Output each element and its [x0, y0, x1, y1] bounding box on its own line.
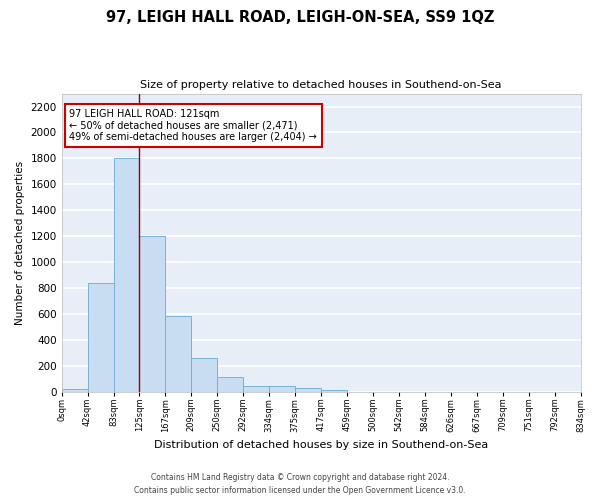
Text: 97, LEIGH HALL ROAD, LEIGH-ON-SEA, SS9 1QZ: 97, LEIGH HALL ROAD, LEIGH-ON-SEA, SS9 1… [106, 10, 494, 25]
Text: Contains HM Land Registry data © Crown copyright and database right 2024.
Contai: Contains HM Land Registry data © Crown c… [134, 474, 466, 495]
Bar [269, 386, 295, 392]
X-axis label: Distribution of detached houses by size in Southend-on-Sea: Distribution of detached houses by size … [154, 440, 488, 450]
Bar [62, 389, 88, 392]
Text: 97 LEIGH HALL ROAD: 121sqm
← 50% of detached houses are smaller (2,471)
49% of s: 97 LEIGH HALL ROAD: 121sqm ← 50% of deta… [70, 109, 317, 142]
Bar [295, 388, 321, 392]
Bar [217, 377, 243, 392]
Title: Size of property relative to detached houses in Southend-on-Sea: Size of property relative to detached ho… [140, 80, 502, 90]
Y-axis label: Number of detached properties: Number of detached properties [15, 161, 25, 325]
Bar [166, 316, 191, 392]
Bar [191, 358, 217, 392]
Bar [88, 283, 113, 392]
Bar [321, 390, 347, 392]
Bar [139, 236, 166, 392]
Bar [243, 386, 269, 392]
Bar [113, 158, 139, 392]
